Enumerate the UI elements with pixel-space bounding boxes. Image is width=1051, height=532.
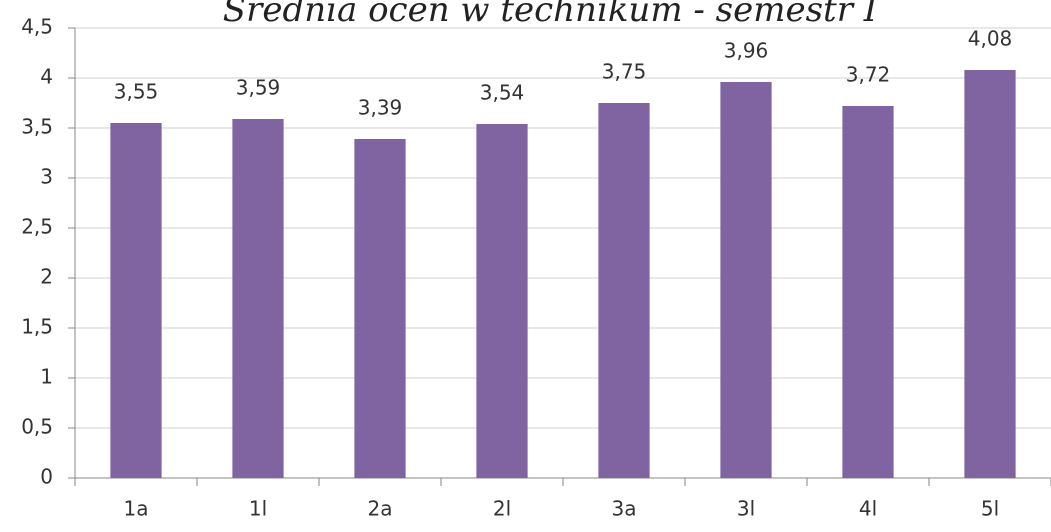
y-tick-label: 3	[40, 165, 53, 189]
x-tick-label: 3l	[737, 497, 755, 521]
data-label: 3,75	[602, 60, 647, 84]
y-tick-label: 0	[40, 465, 53, 489]
bar	[110, 123, 162, 478]
data-label: 3,54	[480, 81, 525, 105]
chart-title: Średnia ocen w technikum - semestr I	[223, 0, 878, 30]
x-tick-label: 4l	[859, 497, 877, 521]
y-tick-label: 1,5	[21, 315, 53, 339]
x-tick-label: 2l	[493, 497, 511, 521]
x-tick-label: 3a	[612, 497, 637, 521]
data-label: 3,59	[236, 76, 281, 100]
y-tick-label: 4	[40, 65, 53, 89]
data-label: 3,72	[846, 63, 891, 87]
data-label: 3,55	[114, 80, 159, 104]
bar	[476, 124, 528, 478]
bar	[598, 103, 650, 478]
y-tick-label: 4,5	[21, 15, 53, 39]
y-tick-label: 2,5	[21, 215, 53, 239]
x-tick-label: 1l	[249, 497, 267, 521]
data-label: 4,08	[968, 27, 1013, 51]
y-tick-label: 0,5	[21, 415, 53, 439]
y-tick-label: 2	[40, 265, 53, 289]
bar	[354, 139, 406, 478]
bar	[842, 106, 894, 478]
x-tick-label: 2a	[368, 497, 393, 521]
bar	[964, 70, 1016, 478]
bar	[720, 82, 772, 478]
y-tick-label: 3,5	[21, 115, 53, 139]
x-tick-label: 1a	[124, 497, 149, 521]
bar	[232, 119, 284, 478]
y-tick-label: 1	[40, 365, 53, 389]
data-label: 3,96	[724, 39, 769, 63]
x-tick-label: 5l	[981, 497, 999, 521]
data-label: 3,39	[358, 96, 403, 120]
